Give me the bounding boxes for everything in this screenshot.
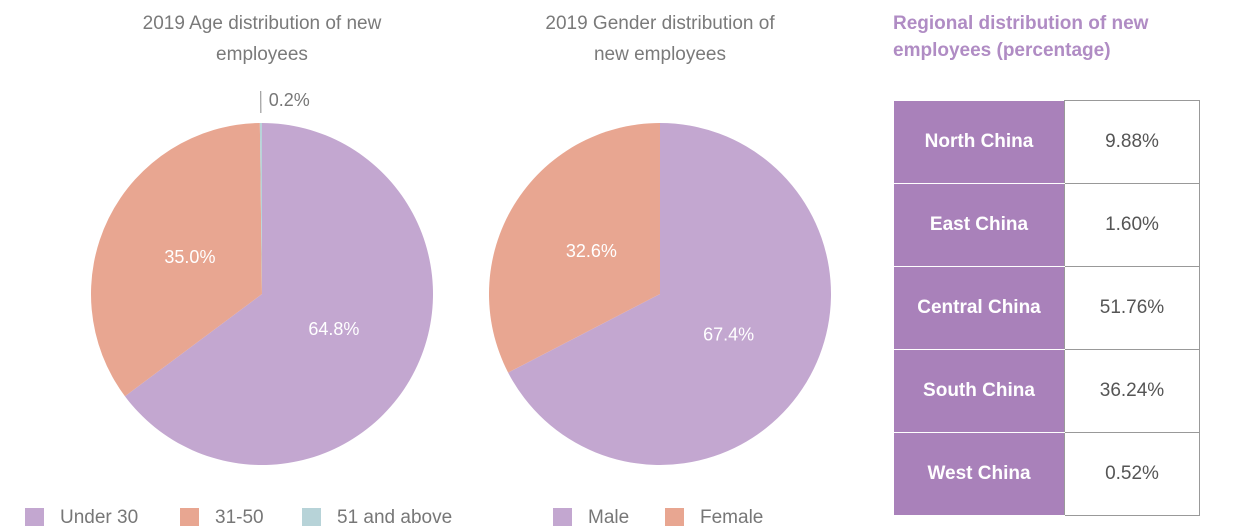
pie-slice bbox=[124, 123, 433, 466]
pie-slice bbox=[508, 123, 831, 465]
table-row: East China 1.60% bbox=[894, 183, 1200, 267]
value-label: 35.0% bbox=[164, 247, 215, 267]
region-name: South China bbox=[894, 349, 1065, 433]
table-title: Regional distribution of new employees (… bbox=[893, 13, 1149, 61]
legend-label: Male bbox=[588, 507, 629, 526]
table-row: South China 36.24% bbox=[894, 349, 1200, 433]
value-label: 32.6% bbox=[566, 241, 617, 261]
chart-title: 2019 Age distribution of new employees bbox=[142, 13, 382, 65]
legend-swatch bbox=[665, 508, 684, 526]
region-name: Central China bbox=[894, 266, 1065, 350]
legend-swatch bbox=[302, 508, 321, 526]
table-row: Central China 51.76% bbox=[894, 266, 1200, 350]
region-name: East China bbox=[894, 183, 1065, 267]
legend-swatch bbox=[25, 508, 44, 526]
value-label: 64.8% bbox=[308, 319, 359, 339]
chart-title: 2019 Gender distribution of new employee… bbox=[545, 13, 775, 65]
legend-label: 31-50 bbox=[215, 507, 264, 526]
region-name: North China bbox=[894, 100, 1065, 184]
legend-label: Under 30 bbox=[60, 507, 138, 526]
value-label: 0.2% bbox=[269, 90, 310, 110]
legend-swatch bbox=[180, 508, 199, 526]
region-share: 0.52% bbox=[1064, 432, 1200, 516]
region-share: 9.88% bbox=[1064, 100, 1200, 184]
legend-swatch bbox=[553, 508, 572, 526]
region-name: West China bbox=[894, 432, 1065, 516]
pie-slice bbox=[91, 123, 262, 397]
table-row: North China 9.88% bbox=[894, 100, 1200, 184]
pie-slice bbox=[259, 123, 262, 294]
pie-slice bbox=[489, 123, 660, 373]
region-share: 36.24% bbox=[1064, 349, 1200, 433]
region-share: 1.60% bbox=[1064, 183, 1200, 267]
table-row: West China 0.52% bbox=[894, 432, 1200, 516]
region-table: North China 9.88% East China 1.60% Central C… bbox=[894, 100, 1200, 516]
legend-label: Female bbox=[700, 507, 763, 526]
region-share: 51.76% bbox=[1064, 266, 1200, 350]
value-label: 67.4% bbox=[703, 325, 754, 345]
legend-label: 51 and above bbox=[337, 507, 452, 526]
